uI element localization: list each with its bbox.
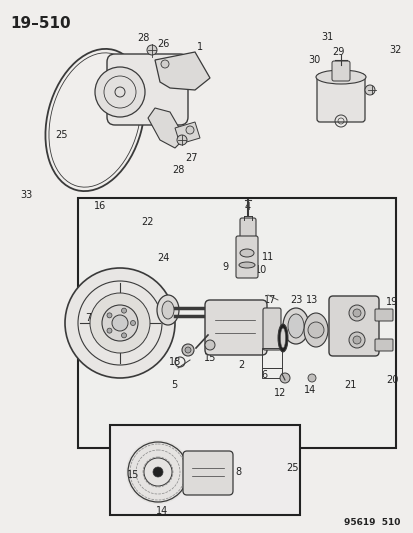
FancyBboxPatch shape xyxy=(107,54,188,125)
Text: 25: 25 xyxy=(56,130,68,140)
Text: 4: 4 xyxy=(244,202,250,212)
Bar xyxy=(110,425,299,515)
Text: 13: 13 xyxy=(305,295,317,305)
Circle shape xyxy=(121,308,126,313)
Text: 19: 19 xyxy=(385,297,397,307)
Ellipse shape xyxy=(282,308,308,344)
Circle shape xyxy=(185,347,190,353)
Bar xyxy=(261,368,281,378)
Text: 28: 28 xyxy=(171,165,184,175)
Circle shape xyxy=(204,340,214,350)
Circle shape xyxy=(352,336,360,344)
Circle shape xyxy=(107,313,112,318)
Text: 33: 33 xyxy=(20,190,32,200)
Text: 21: 21 xyxy=(343,380,355,390)
Text: 18: 18 xyxy=(169,357,181,367)
FancyBboxPatch shape xyxy=(331,61,349,81)
Circle shape xyxy=(153,467,163,477)
Text: 15: 15 xyxy=(126,470,139,480)
Circle shape xyxy=(102,305,138,341)
FancyBboxPatch shape xyxy=(204,300,266,355)
Text: 25: 25 xyxy=(286,463,299,473)
Text: 32: 32 xyxy=(389,45,401,55)
Text: 14: 14 xyxy=(156,506,168,516)
Text: 26: 26 xyxy=(157,39,169,49)
Ellipse shape xyxy=(277,324,287,352)
Circle shape xyxy=(177,135,187,145)
Polygon shape xyxy=(154,52,209,90)
Text: 10: 10 xyxy=(254,265,266,275)
Text: 27: 27 xyxy=(185,153,198,163)
Circle shape xyxy=(161,60,169,68)
Circle shape xyxy=(182,344,194,356)
Text: 19–510: 19–510 xyxy=(10,16,71,31)
Circle shape xyxy=(65,268,175,378)
FancyBboxPatch shape xyxy=(374,339,392,351)
Polygon shape xyxy=(175,122,199,144)
Circle shape xyxy=(307,374,315,382)
Circle shape xyxy=(147,45,157,55)
Ellipse shape xyxy=(157,295,178,325)
Ellipse shape xyxy=(240,249,254,257)
Text: 8: 8 xyxy=(234,467,240,477)
FancyBboxPatch shape xyxy=(235,236,257,278)
Text: 14: 14 xyxy=(303,385,316,395)
Ellipse shape xyxy=(238,262,254,268)
Text: 15: 15 xyxy=(203,353,216,363)
Polygon shape xyxy=(147,108,185,148)
Text: 16: 16 xyxy=(94,201,106,211)
Circle shape xyxy=(95,67,145,117)
FancyBboxPatch shape xyxy=(328,296,378,356)
Text: 22: 22 xyxy=(141,217,154,227)
Text: 2: 2 xyxy=(237,360,244,370)
Text: 20: 20 xyxy=(385,375,397,385)
FancyBboxPatch shape xyxy=(183,451,233,495)
Text: 24: 24 xyxy=(157,253,169,263)
Text: 28: 28 xyxy=(136,33,149,43)
FancyBboxPatch shape xyxy=(262,308,280,350)
Text: 9: 9 xyxy=(221,262,228,272)
FancyBboxPatch shape xyxy=(316,74,364,122)
Text: 31: 31 xyxy=(320,32,332,42)
Circle shape xyxy=(126,440,190,504)
Ellipse shape xyxy=(287,314,303,338)
Text: 12: 12 xyxy=(273,388,285,398)
Text: 30: 30 xyxy=(307,55,319,65)
Circle shape xyxy=(130,320,135,326)
Text: 3: 3 xyxy=(348,297,354,307)
FancyBboxPatch shape xyxy=(240,218,255,240)
Circle shape xyxy=(90,293,150,353)
Bar xyxy=(261,348,281,368)
Text: 11: 11 xyxy=(261,252,273,262)
Ellipse shape xyxy=(315,70,365,84)
Text: 29: 29 xyxy=(331,47,343,57)
Text: 95619  510: 95619 510 xyxy=(343,518,399,527)
Bar xyxy=(78,198,395,448)
Text: 7: 7 xyxy=(85,313,91,323)
FancyBboxPatch shape xyxy=(374,309,392,321)
Circle shape xyxy=(348,305,364,321)
Circle shape xyxy=(112,315,128,331)
Circle shape xyxy=(307,322,323,338)
Text: 1: 1 xyxy=(197,42,202,52)
Text: 6: 6 xyxy=(260,370,266,380)
Circle shape xyxy=(185,126,194,134)
Ellipse shape xyxy=(161,301,173,319)
Circle shape xyxy=(279,373,289,383)
Circle shape xyxy=(107,328,112,333)
Text: 23: 23 xyxy=(289,295,301,305)
Ellipse shape xyxy=(280,328,285,348)
Circle shape xyxy=(364,85,374,95)
Text: 5: 5 xyxy=(171,380,177,390)
Ellipse shape xyxy=(303,313,327,347)
Circle shape xyxy=(121,333,126,338)
Text: 17: 17 xyxy=(263,295,275,305)
Circle shape xyxy=(348,332,364,348)
Circle shape xyxy=(352,309,360,317)
